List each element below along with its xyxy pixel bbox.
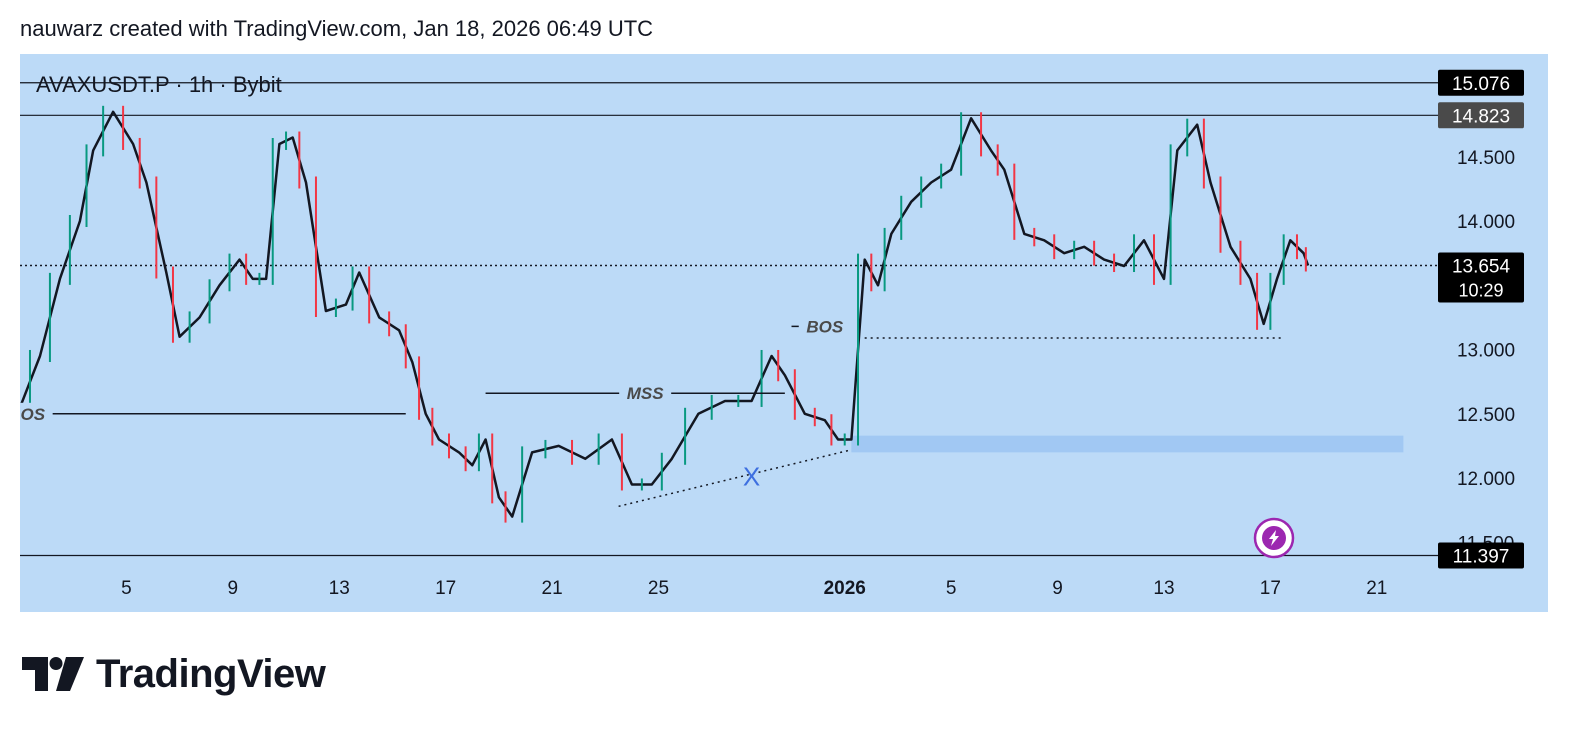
y-axis-tick-label: 12.000 [1457,469,1515,490]
y-axis-tick-label: 14.500 [1457,148,1515,169]
x-axis-tick-label: 9 [228,578,239,599]
bar-countdown-label: 10:29 [1458,281,1503,301]
annotation-label-bg [619,382,672,405]
price-chart[interactable]: BOS MSS BOS X 14.500 14.000 13.000 12.500 12.00… [0,54,1548,612]
price-level-label: 15.076 [1452,74,1510,95]
chart-area[interactable]: BOS MSS BOS X 14.500 14.000 13.000 12.500 12.00… [0,54,1548,612]
chart-title: AVAXUSDT.P · 1h · Bybit [36,72,282,97]
price-level-badge[interactable] [1438,252,1524,303]
price-level-label: 13.654 [1452,257,1511,278]
annotation-label-bg [798,315,851,338]
chart-caption: nauwarz created with TradingView.com, Ja… [20,16,654,41]
x-axis-tick-label: 5 [121,578,132,599]
chart-background [20,54,1548,612]
brand-name: TradingView [96,651,326,696]
x-axis-tick-label: 9 [1052,578,1063,599]
annotation-bos: BOS [20,405,46,424]
x-axis-tick-label: 13 [329,578,350,599]
x-axis-tick-label: 2026 [824,578,866,599]
dotted-trendline[interactable] [618,449,852,508]
price-level-badge[interactable] [1438,102,1524,129]
x-axis-tick-label: 25 [648,578,669,599]
x-axis-tick-label: 21 [1366,578,1387,599]
price-level-badge[interactable] [1438,542,1524,569]
x-axis-tick-label: 17 [435,578,456,599]
y-axis-tick-label: 13.000 [1457,341,1515,362]
price-level-label: 11.397 [1453,547,1510,568]
lightning-alert-icon[interactable] [1253,517,1295,559]
x-axis-tick-label: 13 [1153,578,1174,599]
price-level-badge[interactable] [1438,69,1524,96]
annotation-bos: BOS [806,317,844,336]
x-axis-tick-label: 5 [946,578,957,599]
y-axis-tick-label: 14.000 [1457,212,1515,233]
y-axis-tick-label: 12.500 [1457,405,1515,426]
x-axis-tick-label: 17 [1260,578,1281,599]
demand-zone[interactable] [851,435,1404,453]
annotation-x-mark: X [743,461,760,491]
tradingview-logo-icon [22,657,84,691]
price-level-label: 14.823 [1452,106,1510,127]
x-axis-tick-label: 21 [542,578,563,599]
annotation-mss: MSS [627,384,665,403]
footer-brand[interactable]: TradingView [22,650,326,698]
